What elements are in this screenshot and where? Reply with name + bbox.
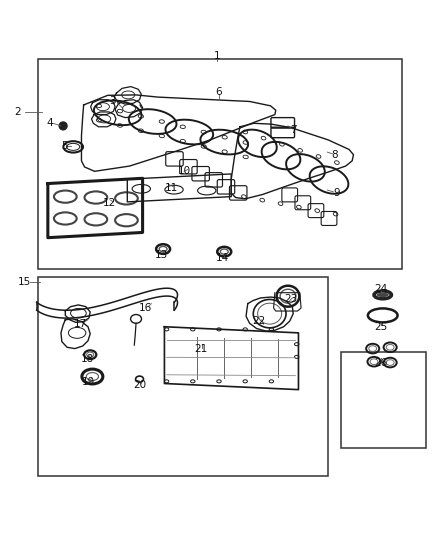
Text: 15: 15: [18, 277, 32, 287]
Text: 13: 13: [155, 250, 168, 260]
Text: 5: 5: [61, 141, 67, 151]
Bar: [38, 59, 403, 269]
Text: 24: 24: [374, 284, 387, 294]
Text: 12: 12: [103, 198, 117, 208]
Text: 7: 7: [290, 125, 297, 135]
Text: 17: 17: [74, 319, 87, 329]
Text: 2: 2: [14, 107, 21, 117]
Bar: [341, 352, 426, 448]
Bar: [38, 277, 328, 476]
Text: 22: 22: [253, 316, 266, 326]
Text: 14: 14: [216, 253, 229, 263]
Circle shape: [59, 122, 67, 130]
Text: 1: 1: [213, 51, 220, 61]
Text: 21: 21: [194, 344, 207, 354]
Text: 18: 18: [81, 354, 94, 364]
Text: 8: 8: [332, 150, 338, 160]
Text: 19: 19: [81, 377, 95, 387]
Text: 9: 9: [334, 188, 340, 198]
Text: 20: 20: [133, 380, 146, 390]
Text: 23: 23: [284, 294, 298, 304]
Text: 26: 26: [374, 358, 387, 368]
Text: 6: 6: [215, 87, 223, 97]
Ellipse shape: [377, 293, 389, 297]
Text: 10: 10: [177, 166, 191, 176]
Text: 25: 25: [374, 322, 387, 332]
Text: 11: 11: [164, 183, 177, 193]
Text: 16: 16: [139, 303, 152, 313]
Text: 4: 4: [46, 118, 53, 128]
Text: 3: 3: [109, 95, 115, 106]
